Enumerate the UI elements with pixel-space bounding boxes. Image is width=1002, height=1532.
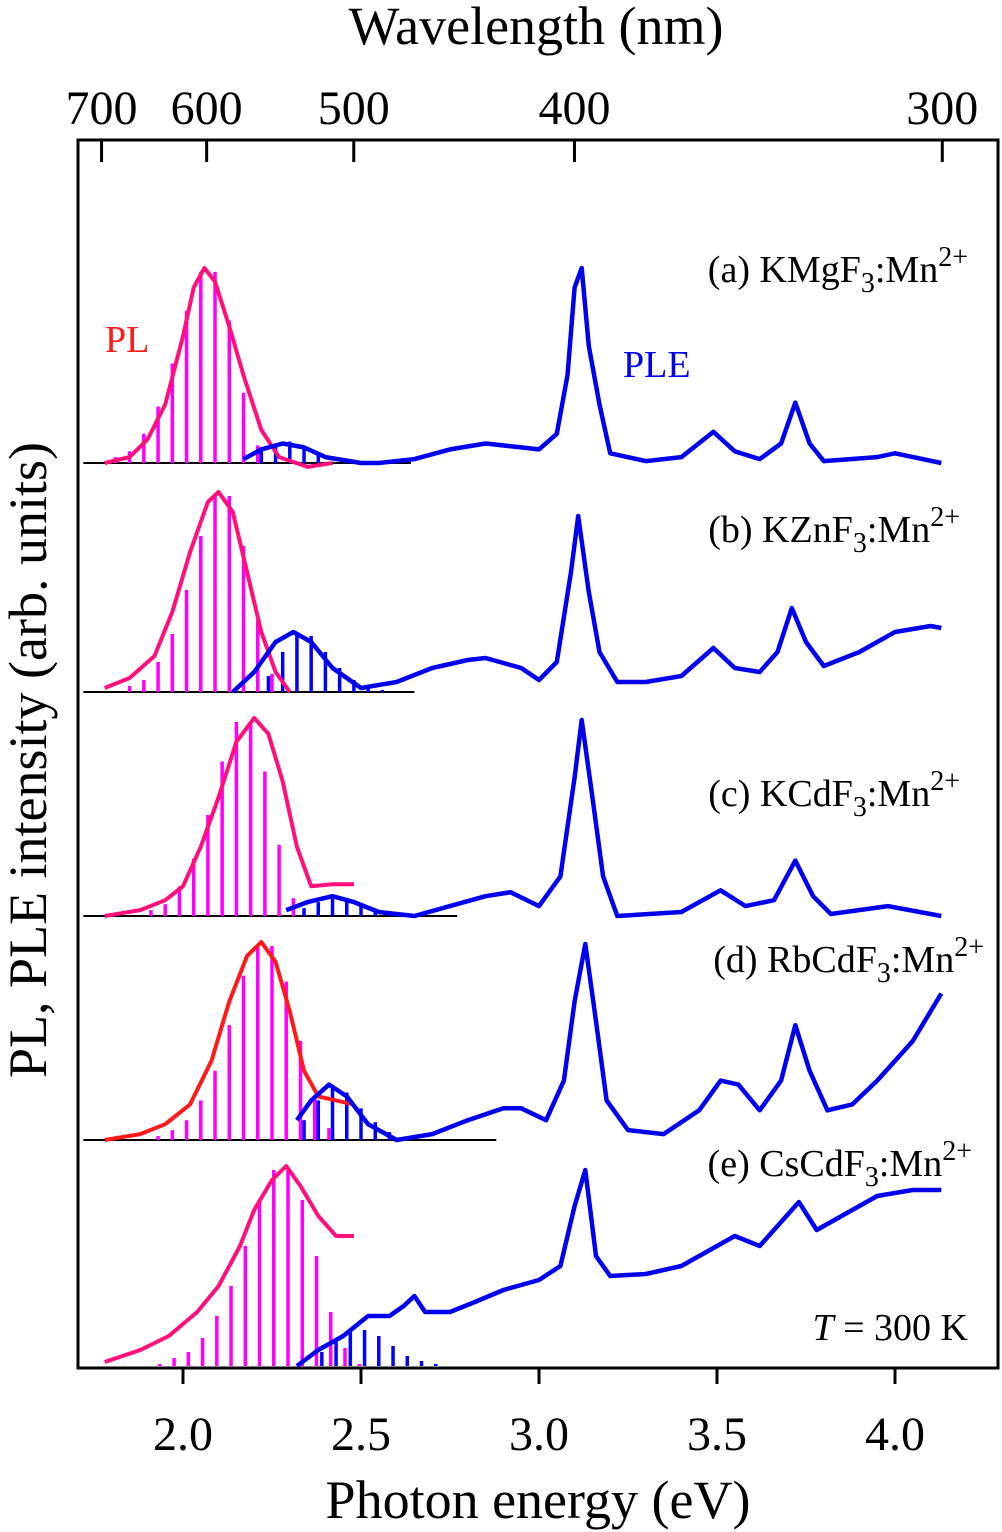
label-formula: (a) KMgF bbox=[708, 249, 861, 291]
temperature-symbol: T bbox=[812, 1307, 836, 1349]
panel-label: (b) KZnF3:Mn2+ bbox=[708, 502, 960, 559]
label-formula: (c) KCdF bbox=[708, 773, 853, 815]
top-axis-title: Wavelength (nm) bbox=[348, 0, 723, 56]
panel-e: (e) CsCdF3:Mn2+ bbox=[104, 1136, 972, 1368]
pl-curve bbox=[104, 716, 354, 918]
x2-tick-label: 600 bbox=[171, 82, 243, 135]
x2-tick-label: 500 bbox=[318, 82, 390, 135]
label-superscript: 2+ bbox=[930, 766, 960, 797]
label-superscript: 2+ bbox=[954, 932, 984, 963]
label-subscript: 3 bbox=[861, 268, 875, 299]
panel-c: (c) KCdF3:Mn2+ bbox=[83, 716, 960, 919]
panel-label: (a) KMgF3:Mn2+ bbox=[708, 242, 968, 299]
label-formula: (e) CsCdF bbox=[708, 1143, 865, 1185]
pl-curve bbox=[104, 266, 333, 469]
ple-curve bbox=[231, 513, 942, 694]
panel-label: (c) KCdF3:Mn2+ bbox=[708, 766, 960, 823]
label-dopant: :Mn bbox=[867, 773, 930, 815]
temperature-annotation: T = 300 K bbox=[812, 1307, 968, 1349]
x-tick-label: 2.5 bbox=[331, 1408, 391, 1461]
label-superscript: 2+ bbox=[942, 1136, 972, 1167]
panel-label: (d) RbCdF3:Mn2+ bbox=[713, 932, 984, 989]
pl-curve bbox=[104, 1164, 354, 1364]
x-tick-label: 4.0 bbox=[865, 1408, 925, 1461]
label-subscript: 3 bbox=[853, 792, 867, 823]
panel-a: (a) KMgF3:Mn2+ bbox=[83, 242, 968, 469]
label-dopant: :Mn bbox=[879, 1143, 942, 1185]
x-tick-label: 3.0 bbox=[509, 1408, 569, 1461]
label-subscript: 3 bbox=[853, 528, 867, 559]
label-formula: (d) RbCdF bbox=[713, 939, 877, 981]
panel-label: (e) CsCdF3:Mn2+ bbox=[708, 1136, 972, 1193]
pl-curve bbox=[104, 940, 355, 1142]
label-dopant: :Mn bbox=[867, 509, 930, 551]
pl-curve bbox=[103, 490, 292, 694]
ple-curve bbox=[242, 265, 942, 466]
pl-annotation: PL bbox=[105, 319, 149, 361]
ple-annotation: PLE bbox=[623, 344, 691, 386]
y-axis-title: PL, PLE intensity (arb. units) bbox=[0, 442, 58, 1078]
x2-tick-label: 400 bbox=[538, 82, 610, 135]
ple-curve bbox=[295, 941, 944, 1143]
label-superscript: 2+ bbox=[938, 242, 968, 273]
panel-d: (d) RbCdF3:Mn2+ bbox=[83, 932, 984, 1143]
label-dopant: :Mn bbox=[891, 939, 954, 981]
bottom-axis-title: Photon energy (eV) bbox=[326, 1470, 751, 1530]
x2-tick-label: 700 bbox=[66, 82, 138, 135]
label-superscript: 2+ bbox=[930, 502, 960, 533]
temperature-value: = 300 K bbox=[834, 1307, 969, 1349]
ple-curve bbox=[295, 1167, 942, 1368]
label-subscript: 3 bbox=[865, 1162, 879, 1193]
x-tick-label: 2.0 bbox=[153, 1408, 213, 1461]
label-subscript: 3 bbox=[877, 958, 891, 989]
label-dopant: :Mn bbox=[875, 249, 938, 291]
label-formula: (b) KZnF bbox=[708, 509, 853, 551]
x2-tick-label: 300 bbox=[906, 82, 978, 135]
x-tick-label: 3.5 bbox=[687, 1408, 747, 1461]
panel-b: (b) KZnF3:Mn2+ bbox=[83, 490, 960, 694]
ple-curve bbox=[285, 717, 942, 919]
